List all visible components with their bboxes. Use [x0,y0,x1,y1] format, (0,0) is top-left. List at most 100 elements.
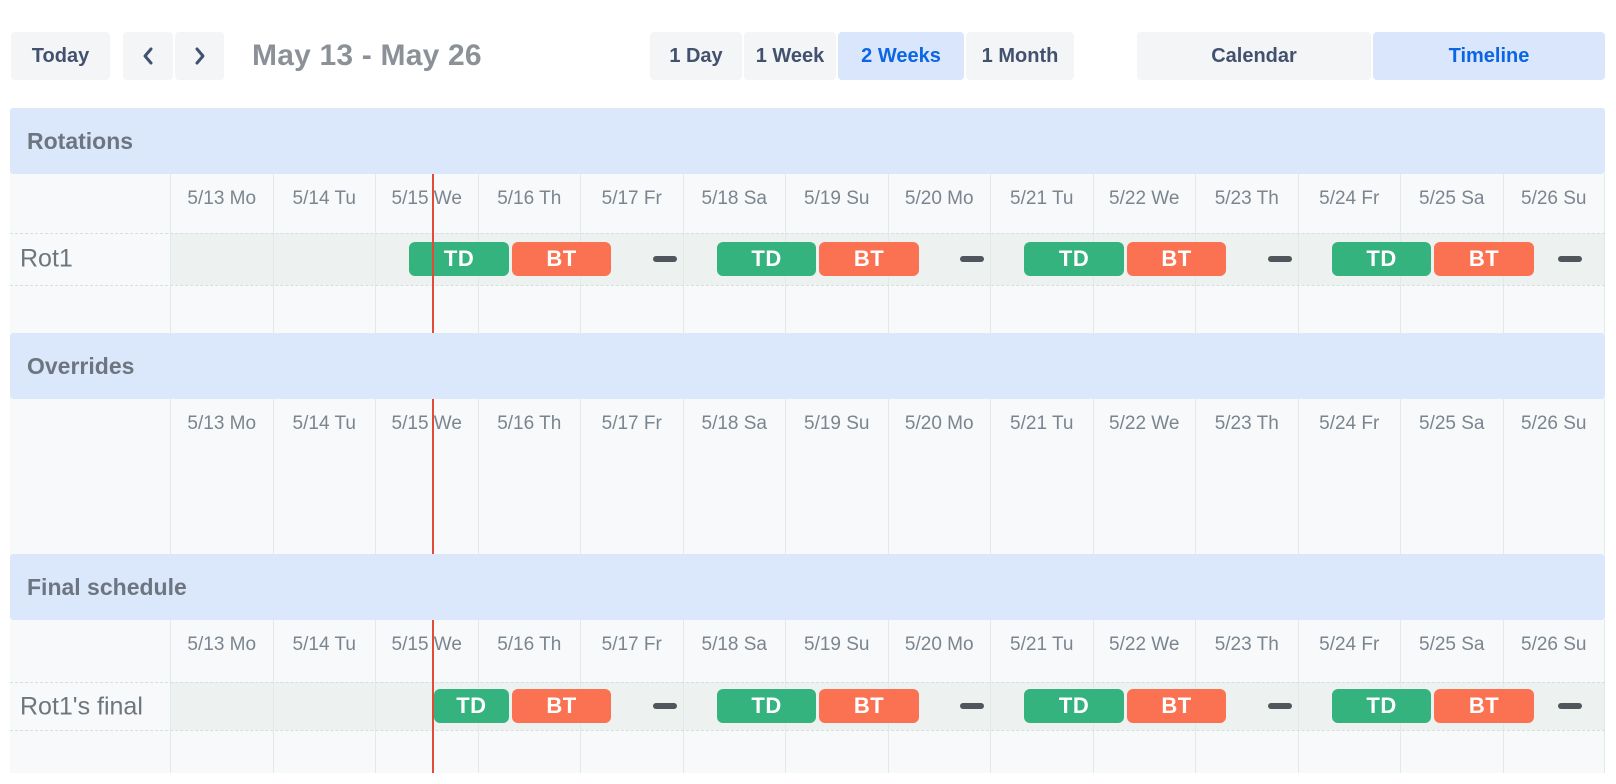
shift-bar-bt[interactable]: BT [1126,689,1227,723]
prev-period-button[interactable] [123,32,173,80]
date-header-label: 5/13 Mo [187,413,257,434]
day-column: 5/23 Th [1195,399,1298,554]
zoom-option-1-week[interactable]: 1 Week [744,32,836,80]
date-header-label: 5/21 Tu [1010,413,1074,434]
date-header-label: 5/23 Th [1214,188,1279,209]
shift-bar-bt[interactable]: BT [819,689,919,723]
off-duty-dash-icon [1558,703,1583,709]
day-column: 5/15 We [375,399,478,554]
section-title: Rotations [27,127,134,154]
day-column: 5/25 Sa [1400,399,1503,554]
section-title: Overrides [27,352,135,379]
date-header-label: 5/15 We [391,188,462,209]
date-header-label: 5/25 Sa [1419,188,1485,209]
day-column: 5/15 We [375,620,478,773]
today-button[interactable]: Today [11,32,110,80]
day-column: 5/24 Fr [1297,399,1401,554]
date-header-label: 5/13 Mo [187,634,257,655]
shift-bar-td[interactable]: TD [1024,242,1124,276]
date-header-label: 5/20 Mo [904,188,974,209]
shift-bar-bt[interactable]: BT [1126,242,1227,276]
shift-bar-bt[interactable]: BT [1434,242,1534,276]
date-header-label: 5/17 Fr [601,413,662,434]
day-column: 5/18 Sa [682,174,786,333]
shift-bar-td[interactable]: TD [434,689,509,723]
day-column: 5/17 Fr [580,399,683,554]
section-grid-final-schedule: 5/13 Mo 5/14 Tu 5/15 We 5/16 Th 5/17 Fr 5/18 … [10,620,1605,773]
off-duty-dash-icon [960,256,985,262]
date-header-label: 5/18 Sa [701,634,768,655]
current-time-line [432,174,434,333]
day-column: 5/13 Mo [170,399,273,554]
shift-bar-td[interactable]: TD [1331,242,1432,276]
current-time-line [432,620,434,773]
date-header-label: 5/16 Th [497,188,562,209]
row-separator-line [10,682,1605,683]
day-column: 5/19 Su [785,399,888,554]
date-header-label: 5/14 Tu [292,634,356,655]
current-time-line [432,399,434,554]
shift-bar-td[interactable]: TD [1331,689,1432,723]
date-header-label: 5/19 Su [804,413,870,434]
shift-bar-td[interactable]: TD [716,689,817,723]
day-column: 5/22 We [1092,399,1196,554]
shift-bar-bt[interactable]: BT [819,242,919,276]
day-column: 5/13 Mo [170,620,273,773]
date-header-label: 5/20 Mo [904,634,974,655]
date-header-label: 5/26 Su [1521,634,1587,655]
view-option-calendar[interactable]: Calendar [1137,32,1371,80]
date-header-label: 5/18 Sa [701,413,768,434]
zoom-option-2-weeks[interactable]: 2 Weeks [838,32,964,80]
shift-bar-td[interactable]: TD [716,242,817,276]
shift-bar-bt[interactable]: BT [511,242,612,276]
row-label: Rot1's final [20,692,143,721]
date-header-label: 5/17 Fr [601,188,662,209]
date-header-label: 5/24 Fr [1319,634,1380,655]
shift-bar-td[interactable]: TD [409,242,509,276]
day-column: 5/14 Tu [272,174,376,333]
row-separator-line [10,285,1605,286]
date-header-label: 5/21 Tu [1010,634,1074,655]
date-header-label: 5/23 Th [1214,413,1279,434]
date-header-label: 5/24 Fr [1319,413,1380,434]
day-column: 5/20 Mo [887,399,991,554]
next-period-button[interactable] [175,32,224,80]
view-option-timeline[interactable]: Timeline [1373,32,1605,80]
date-header-label: 5/17 Fr [601,634,662,655]
section-title: Final schedule [27,573,187,600]
date-header-label: 5/13 Mo [187,188,257,209]
zoom-option-1-day[interactable]: 1 Day [650,32,742,80]
day-column: 5/18 Sa [682,399,786,554]
date-header-label: 5/15 We [391,634,462,655]
section-header-final-schedule: Final schedule [10,554,1605,620]
date-header-label: 5/26 Su [1521,188,1587,209]
date-header-label: 5/16 Th [497,634,562,655]
section-grid-rotations: 5/13 Mo 5/14 Tu 5/15 We 5/16 Th 5/17 Fr 5/18 … [10,174,1605,333]
row-label: Rot1 [20,244,73,273]
off-duty-dash-icon [1267,703,1292,709]
off-duty-dash-icon [652,703,677,709]
day-column: 5/24 Fr [1297,174,1401,333]
chevron-left-icon [143,47,153,65]
day-column: 5/21 Tu [990,174,1093,333]
shift-bar-td[interactable]: TD [1024,689,1124,723]
shift-bar-bt[interactable]: BT [511,689,612,723]
date-header-label: 5/20 Mo [904,413,974,434]
date-header-label: 5/15 We [391,413,462,434]
date-header-label: 5/14 Tu [292,413,356,434]
row-separator-line [10,730,1605,731]
section-header-rotations: Rotations [10,108,1605,174]
date-header-label: 5/16 Th [497,413,562,434]
date-range-title: May 13 - May 26 [252,39,482,72]
section-grid-overrides: 5/13 Mo 5/14 Tu 5/15 We 5/16 Th 5/17 Fr 5/18 … [10,399,1605,554]
day-column: 5/16 Th [477,399,581,554]
date-header-label: 5/26 Su [1521,413,1587,434]
zoom-option-1-month[interactable]: 1 Month [966,32,1074,80]
day-column: 5/14 Tu [272,620,376,773]
shift-bar-bt[interactable]: BT [1434,689,1534,723]
date-header-label: 5/22 We [1109,413,1180,434]
day-column: 5/24 Fr [1297,620,1401,773]
date-header-label: 5/22 We [1109,188,1180,209]
section-header-overrides: Overrides [10,333,1605,399]
